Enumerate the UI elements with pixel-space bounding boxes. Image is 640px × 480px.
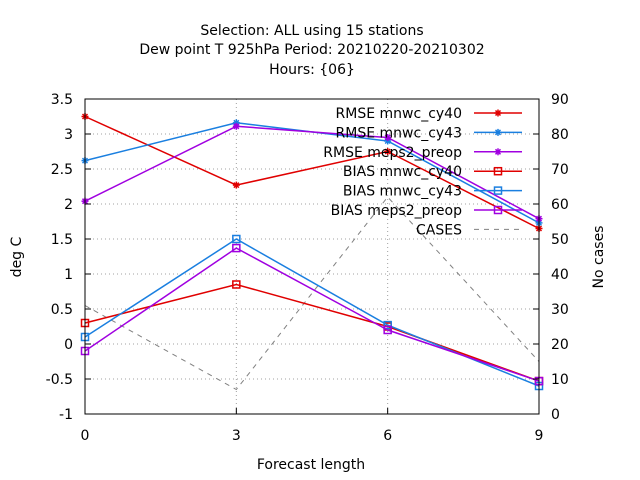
data-point-bias-mnwc-cy43 — [232, 234, 241, 244]
legend-marker-bias-meps2-preop — [493, 205, 503, 215]
x-tick-label: 0 — [81, 428, 90, 444]
x-tick-label: 6 — [383, 428, 392, 444]
data-point-rmse-meps2-preop — [232, 122, 240, 130]
legend-marker-bias-mnwc-cy40 — [493, 166, 503, 176]
legend-label-bias-meps2-preop: BIAS meps2_preop — [331, 203, 463, 219]
series-line-rmse-mnwc-cy40 — [84, 115, 540, 230]
y2-tick-label: 70 — [551, 162, 569, 178]
y-axis-ticks: -1 -0.5 0 0.5 1 1.5 2 2.5 3 3.5 — [46, 92, 91, 423]
legend: RMSE mnwc_cy40 RMSE mnwc_cy43 RMSE meps2_p… — [323, 106, 522, 238]
y-tick-label: 3 — [64, 127, 73, 143]
legend-label-rmse-mnwc-cy43: RMSE mnwc_cy43 — [336, 125, 462, 141]
chart-title-line-3: Hours: {06} — [269, 62, 355, 78]
x-axis-ticks: 0 3 6 9 — [81, 408, 544, 444]
y-tick-label: 2.5 — [51, 162, 73, 178]
legend-label-bias-mnwc-cy43: BIAS mnwc_cy43 — [343, 184, 462, 200]
data-point-bias-mnwc-cy43 — [383, 320, 392, 330]
y2-tick-label: 60 — [551, 197, 569, 213]
y-tick-label: -1 — [59, 407, 73, 423]
y-tick-label: 1 — [64, 267, 73, 283]
series-bias-mnwc-cy43 — [80, 234, 544, 391]
y-tick-label: 1.5 — [51, 232, 73, 248]
chart-title-line-2: Dew point T 925hPa Period: 20210220-2021… — [139, 42, 484, 58]
series-bias-mnwc-cy40 — [80, 280, 544, 386]
series-line-bias-meps2-preop — [84, 247, 540, 382]
series-rmse-mnwc-cy43 — [81, 119, 543, 227]
series-line-bias-mnwc-cy43 — [84, 238, 540, 387]
y2-tick-label: 0 — [551, 407, 560, 423]
legend-marker-rmse-meps2-preop — [494, 148, 502, 156]
legend-label-rmse-meps2-preop: RMSE meps2_preop — [323, 145, 462, 161]
legend-label-bias-mnwc-cy40: BIAS mnwc_cy40 — [343, 164, 462, 180]
x-axis-label: Forecast length — [257, 457, 365, 473]
y-tick-label: 2 — [64, 197, 73, 213]
data-point-rmse-meps2-preop — [384, 134, 392, 141]
data-point-rmse-mnwc-cy40 — [232, 181, 240, 189]
legend-marker-bias-mnwc-cy43 — [493, 186, 503, 195]
legend-marker-rmse-mnwc-cy43 — [494, 128, 502, 136]
grid-lines — [85, 99, 539, 414]
x-tick-label: 9 — [535, 428, 544, 444]
series-rmse-mnwc-cy40 — [81, 113, 543, 232]
chart-title-line-1: Selection: ALL using 15 stations — [200, 23, 423, 39]
y2-axis-label: No cases — [591, 226, 607, 289]
y2-tick-label: 80 — [551, 127, 569, 143]
data-point-bias-meps2-preop — [232, 243, 241, 253]
legend-marker-rmse-mnwc-cy40 — [494, 109, 502, 117]
data-point-bias-meps2-preop — [383, 325, 392, 335]
y-tick-label: 3.5 — [51, 92, 73, 108]
y-tick-label: -0.5 — [46, 372, 73, 388]
series-bias-meps2-preop — [80, 243, 544, 386]
x-tick-label: 3 — [232, 428, 241, 444]
y2-tick-label: 30 — [551, 302, 569, 318]
y2-axis-ticks: 0 10 20 30 40 50 60 70 80 90 — [533, 92, 569, 423]
y-axis-label: deg C — [9, 236, 25, 277]
series-line-rmse-meps2-preop — [84, 125, 540, 220]
data-point-rmse-mnwc-cy40 — [384, 148, 392, 155]
y2-tick-label: 10 — [551, 372, 569, 388]
data-point-bias-mnwc-cy40 — [232, 280, 241, 289]
y2-tick-label: 50 — [551, 232, 569, 248]
plot-frame — [84, 98, 540, 415]
series-layer — [80, 113, 544, 391]
series-rmse-meps2-preop — [81, 122, 543, 223]
y2-tick-label: 20 — [551, 337, 569, 353]
series-line-bias-mnwc-cy40 — [84, 283, 540, 382]
y-tick-label: 0.5 — [51, 302, 73, 318]
y-tick-label: 0 — [64, 337, 73, 353]
y2-tick-label: 90 — [551, 92, 569, 108]
legend-label-cases: CASES — [416, 222, 462, 238]
series-line-rmse-mnwc-cy43 — [84, 122, 540, 224]
legend-label-rmse-mnwc-cy40: RMSE mnwc_cy40 — [336, 106, 462, 122]
y2-tick-label: 40 — [551, 267, 569, 283]
